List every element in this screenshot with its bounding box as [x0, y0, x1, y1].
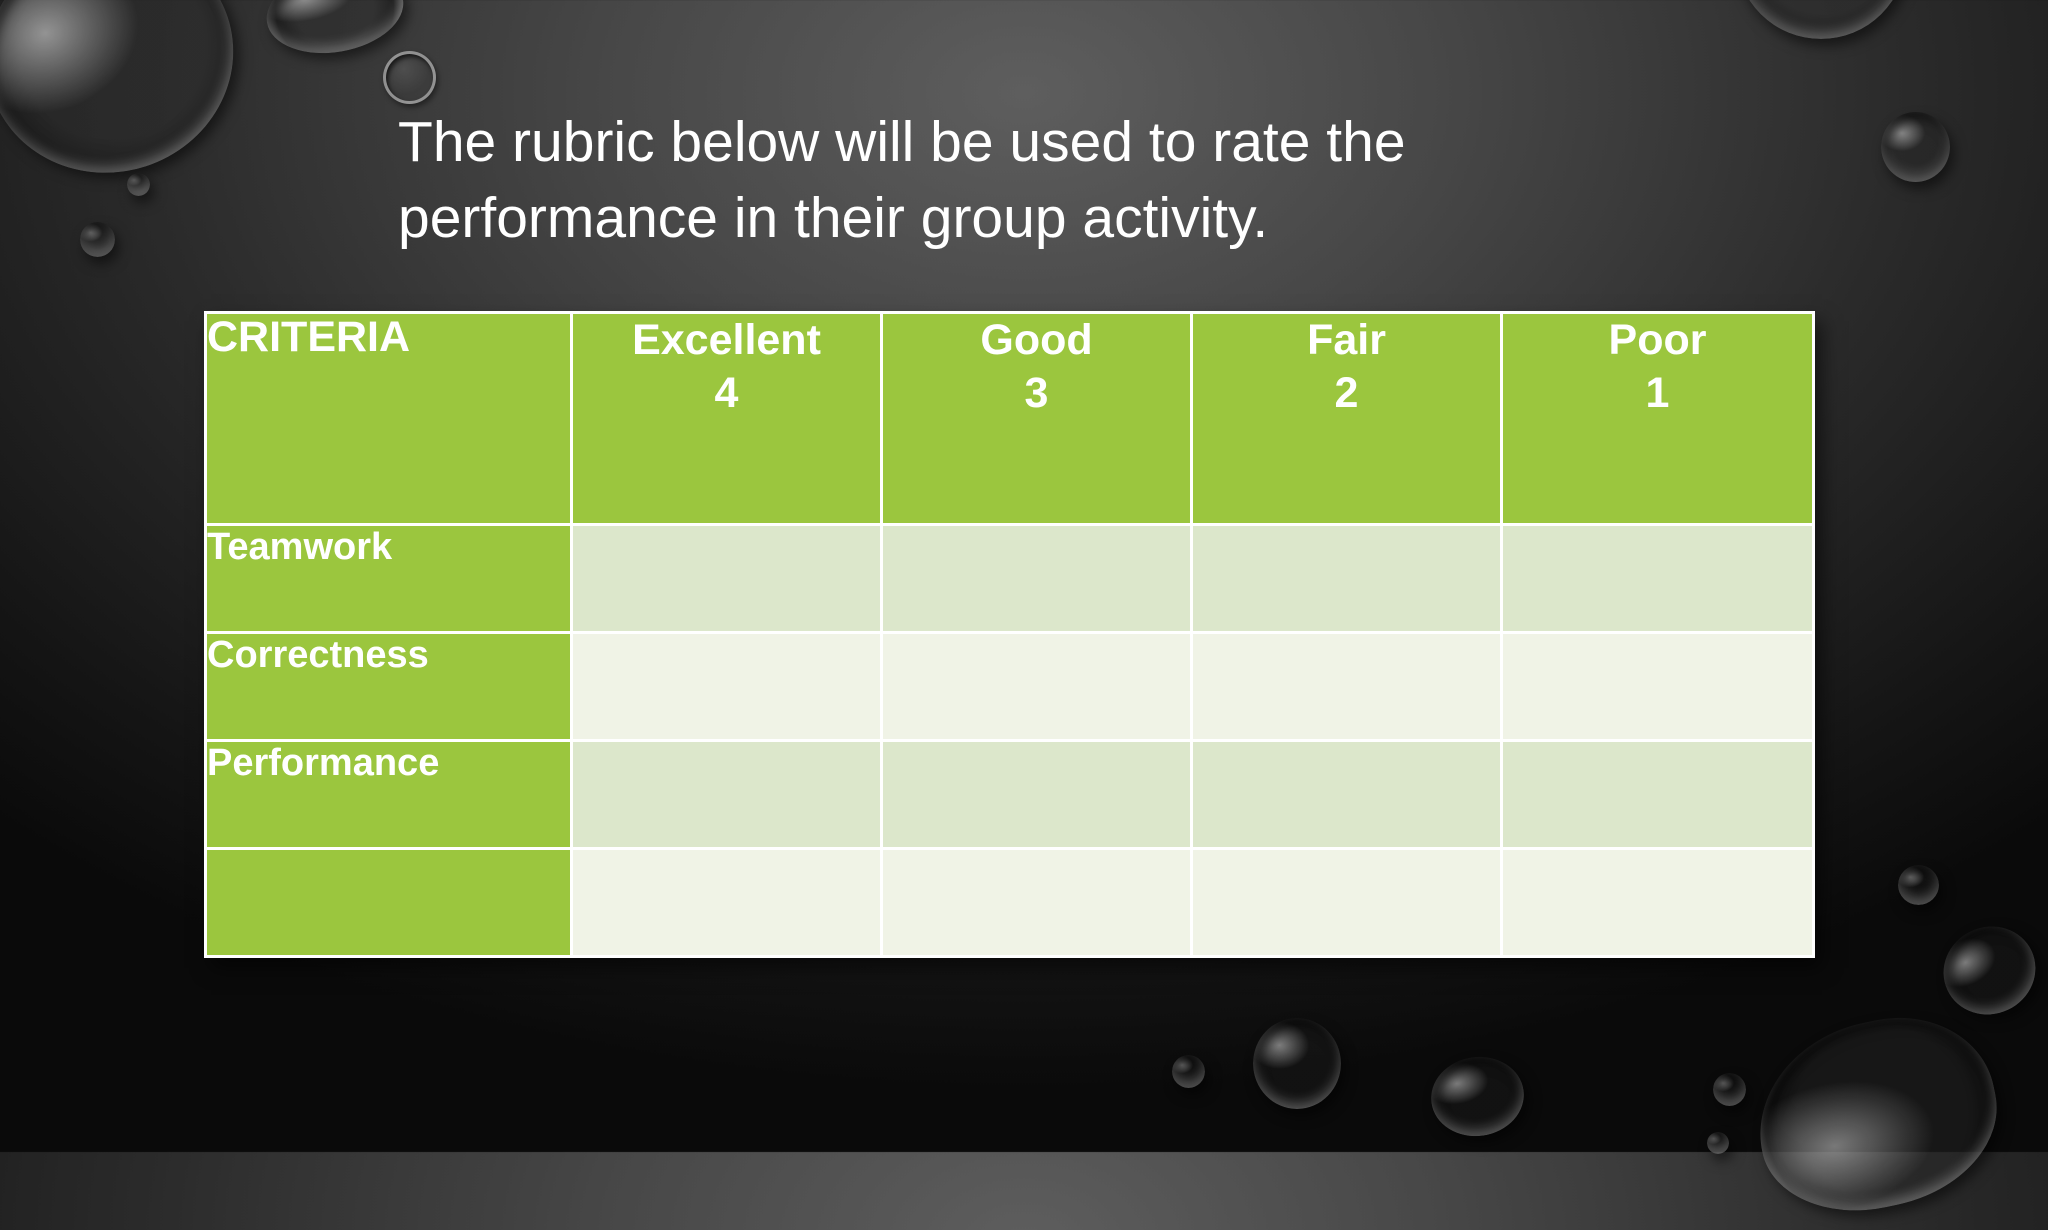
water-ring-icon — [383, 51, 436, 104]
level-score: 1 — [1645, 369, 1670, 417]
level-score: 4 — [714, 369, 739, 417]
water-droplet-icon — [1253, 1018, 1341, 1109]
level-header-poor: Poor 1 — [1500, 311, 1815, 526]
level-score: 3 — [1024, 369, 1049, 417]
rubric-cell — [1500, 847, 1815, 958]
level-label: Fair — [1307, 316, 1386, 364]
level-label: Excellent — [632, 316, 821, 364]
water-droplet-icon — [1898, 865, 1939, 905]
rubric-cell — [1500, 523, 1815, 634]
rubric-row-empty — [204, 847, 1815, 958]
slide-title-line-2: performance in their group activity. — [398, 186, 1269, 250]
rubric-row-performance: Performance — [204, 739, 1815, 850]
rubric-cell — [570, 523, 883, 634]
water-droplet-icon — [1713, 1073, 1746, 1106]
rubric-cell — [880, 847, 1193, 958]
rubric-cell — [1190, 739, 1503, 850]
water-droplet-icon — [127, 173, 150, 196]
level-label: Poor — [1608, 316, 1707, 364]
water-droplet-icon — [1881, 112, 1950, 182]
rubric-cell — [880, 523, 1193, 634]
rubric-header-row: CRITERIA Excellent 4 Good 3 Fair 2 Poor … — [204, 311, 1815, 526]
row-label-correctness: Correctness — [204, 631, 573, 742]
water-droplet-icon — [1740, 999, 2014, 1230]
water-droplet-icon — [80, 222, 115, 257]
slide-title-line-1: The rubric below will be used to rate th… — [398, 110, 1406, 174]
rubric-cell — [880, 631, 1193, 742]
row-label-empty — [204, 847, 573, 958]
row-label-teamwork: Teamwork — [204, 523, 573, 634]
level-header-fair: Fair 2 — [1190, 311, 1503, 526]
level-score: 2 — [1334, 369, 1359, 417]
level-header-good: Good 3 — [880, 311, 1193, 526]
rubric-row-teamwork: Teamwork — [204, 523, 1815, 634]
water-droplet-icon — [1707, 1132, 1729, 1154]
level-label: Good — [980, 316, 1093, 364]
water-droplet-icon — [1425, 1050, 1530, 1143]
water-droplet-icon — [259, 0, 411, 64]
rubric-row-correctness: Correctness — [204, 631, 1815, 742]
rubric-cell — [570, 847, 883, 958]
water-droplet-icon — [1736, 0, 1906, 39]
rubric-cell — [1500, 739, 1815, 850]
rubric-cell — [1190, 631, 1503, 742]
rubric-cell — [570, 739, 883, 850]
level-header-excellent: Excellent 4 — [570, 311, 883, 526]
rubric-table: CRITERIA Excellent 4 Good 3 Fair 2 Poor … — [204, 311, 1815, 958]
rubric-cell — [570, 631, 883, 742]
criteria-header-cell: CRITERIA — [204, 311, 573, 526]
water-droplet-icon — [1928, 911, 2048, 1030]
water-droplet-icon — [1172, 1055, 1205, 1088]
row-label-performance: Performance — [204, 739, 573, 850]
rubric-cell — [880, 739, 1193, 850]
rubric-cell — [1190, 523, 1503, 634]
rubric-cell — [1500, 631, 1815, 742]
rubric-cell — [1190, 847, 1503, 958]
slide-title: The rubric below will be used to rate th… — [398, 104, 1528, 256]
